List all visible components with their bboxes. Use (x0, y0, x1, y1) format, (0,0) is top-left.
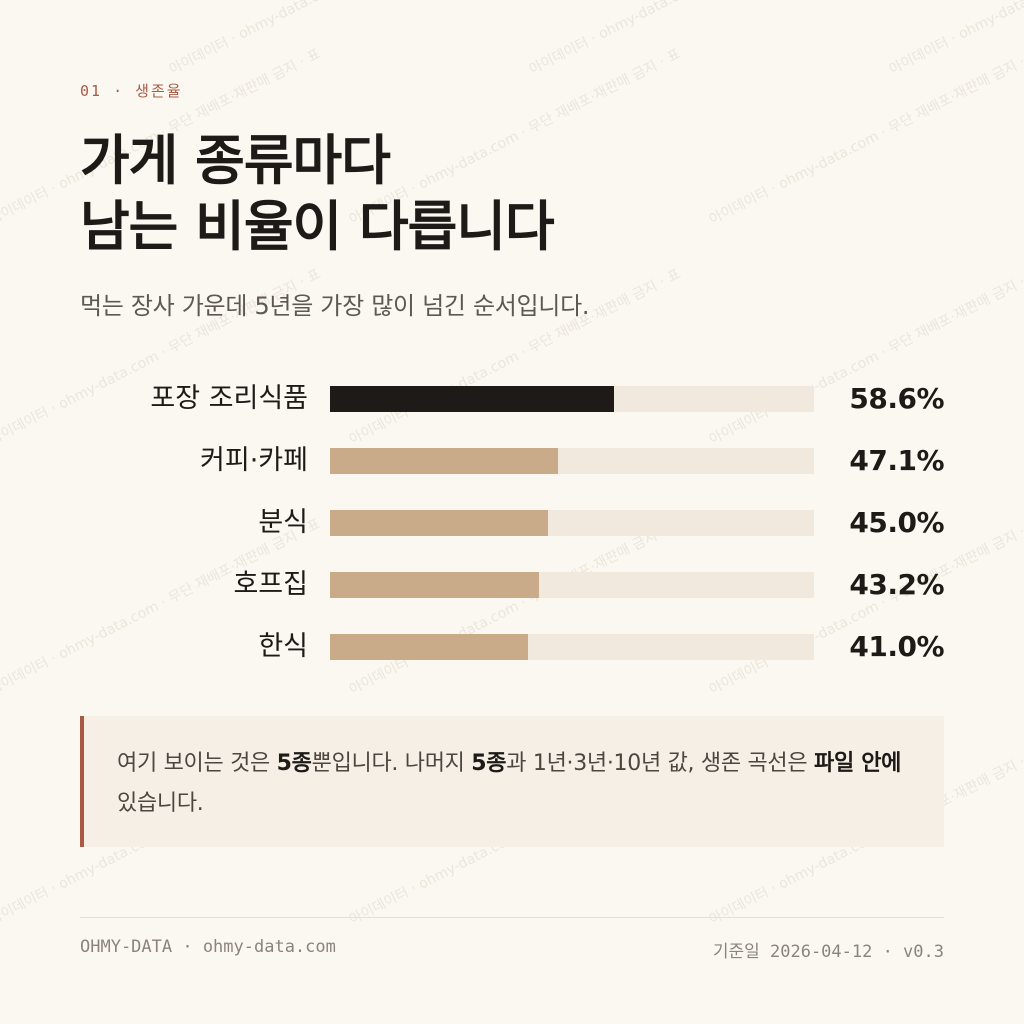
bar-category-label: 포장 조리식품 (150, 383, 308, 414)
title-line-2: 남는 비율이 다릅니다 (80, 195, 555, 258)
footer-brand: OHMY-DATA · ohmy-data.com (80, 937, 336, 957)
title-line-1: 가게 종류마다 (80, 129, 391, 192)
bar-category-label: 호프집 (233, 569, 308, 600)
bar-value-label: 41.0% (849, 630, 944, 663)
note-bold-2: 5종 (471, 751, 507, 776)
bar-fill (330, 448, 558, 474)
page-title: 가게 종류마다 남는 비율이 다릅니다 (80, 128, 555, 260)
footer-date-version: 기준일 2026-04-12 · v0.3 (712, 942, 944, 962)
bar-value-label: 47.1% (849, 444, 944, 477)
bar-track (330, 572, 814, 598)
bar-track (330, 448, 814, 474)
bar-value-label: 45.0% (849, 506, 944, 539)
bar-fill (330, 634, 529, 660)
bar-value-label: 58.6% (849, 382, 944, 415)
bar-value-label: 43.2% (849, 568, 944, 601)
bar-row: 한식 41.0% (0, 618, 1024, 663)
footer-divider (80, 917, 944, 918)
bar-track (330, 634, 814, 660)
section-eyebrow: 01 · 생존율 (80, 82, 183, 100)
bar-row: 포장 조리식품 58.6% (0, 370, 1024, 415)
note-text-2: 뿐입니다. 나머지 (311, 751, 472, 776)
bar-category-label: 커피·카페 (200, 445, 308, 476)
survival-bar-chart: 포장 조리식품 58.6% 커피·카페 47.1% 분식 45.0% 호프집 43.2% 한식 4… (0, 370, 1024, 690)
info-note: 여기 보이는 것은 5종뿐입니다. 나머지 5종과 1년·3년·10년 값, 생… (80, 716, 944, 847)
bar-fill (330, 386, 614, 412)
bar-row: 커피·카페 47.1% (0, 432, 1024, 477)
subtitle: 먹는 장사 가운데 5년을 가장 많이 넘긴 순서입니다. (80, 292, 590, 320)
bar-track (330, 386, 814, 412)
bar-category-label: 한식 (258, 631, 308, 662)
note-text-1: 여기 보이는 것은 (117, 751, 277, 776)
note-bold-3: 파일 안에 (814, 751, 902, 776)
bar-row: 호프집 43.2% (0, 556, 1024, 601)
bar-fill (330, 572, 540, 598)
bar-track (330, 510, 814, 536)
note-text-4: 있습니다. (117, 791, 204, 816)
note-bold-1: 5종 (276, 751, 312, 776)
bar-category-label: 분식 (258, 507, 308, 538)
note-text-3: 과 1년·3년·10년 값, 생존 곡선은 (506, 751, 814, 776)
bar-fill (330, 510, 548, 536)
bar-row: 분식 45.0% (0, 494, 1024, 539)
